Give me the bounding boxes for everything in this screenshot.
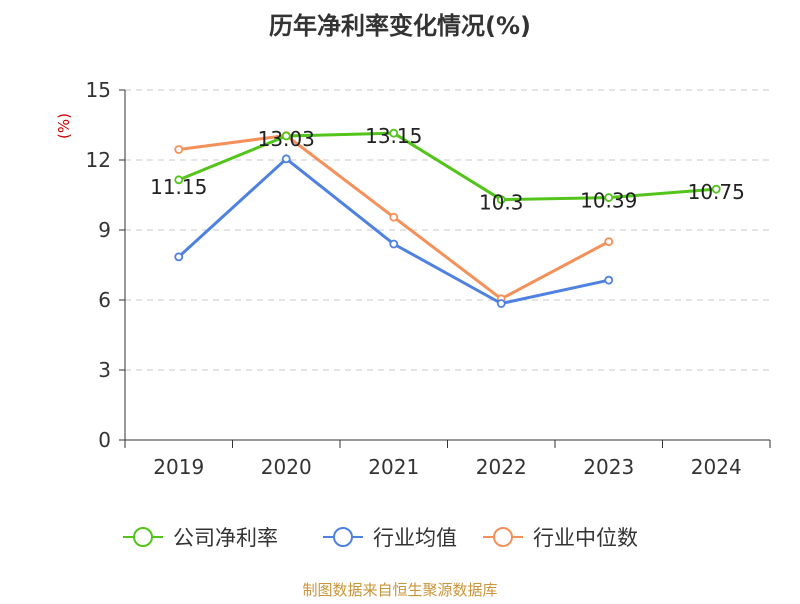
legend-label: 公司净利率	[173, 526, 278, 550]
data-point	[711, 184, 721, 194]
data-point	[604, 193, 614, 202]
data-point	[496, 195, 506, 205]
chart-title: 历年净利率变化情况(%)	[269, 12, 531, 40]
y-tick-label: 3	[98, 358, 111, 382]
x-tick-label: 2020	[261, 455, 312, 479]
x-tick-label: 2019	[153, 455, 204, 479]
x-tick-label: 2021	[368, 455, 419, 479]
legend-marker	[493, 527, 513, 547]
series-layer: 11.15 13.03 13.15 10.3 10.39 10.75	[150, 124, 745, 308]
legend-label: 行业均值	[373, 526, 457, 550]
axes: 0 3 6 9 12 15 2019 2020 2021 2022 2023 2024	[86, 78, 771, 479]
data-point	[281, 154, 291, 164]
data-label: 10.75	[688, 180, 745, 204]
data-point	[174, 252, 184, 262]
y-axis-label: (%)	[55, 113, 73, 139]
data-point	[389, 239, 399, 249]
x-tick-label: 2022	[476, 455, 527, 479]
gridlines	[125, 89, 770, 371]
data-label: 13.15	[365, 124, 422, 148]
data-label: 11.15	[150, 175, 207, 199]
legend-marker	[133, 527, 153, 547]
data-point	[604, 237, 614, 247]
data-label: 10.3	[479, 191, 524, 215]
data-point	[281, 131, 291, 141]
x-tick-label: 2024	[691, 455, 742, 479]
legend-marker	[333, 527, 353, 547]
y-tick-label: 12	[86, 148, 111, 172]
source-note: 制图数据来自恒生聚源数据库	[302, 581, 497, 599]
data-point	[174, 175, 184, 185]
legend: 公司净利率 行业均值 行业中位数	[123, 526, 638, 550]
series-line	[177, 157, 610, 305]
y-tick-label: 15	[86, 78, 111, 102]
y-tick-label: 9	[98, 218, 111, 242]
data-label: 13.03	[258, 127, 315, 151]
data-point	[604, 275, 614, 285]
data-point	[496, 299, 506, 308]
data-label: 10.39	[580, 189, 637, 213]
y-tick-label: 0	[98, 428, 111, 452]
data-point	[174, 145, 184, 154]
legend-label: 行业中位数	[533, 526, 638, 550]
x-tick-label: 2023	[583, 455, 634, 479]
data-point	[389, 128, 399, 138]
y-tick-label: 6	[98, 288, 111, 312]
data-point	[389, 212, 399, 222]
series-line	[178, 131, 717, 202]
